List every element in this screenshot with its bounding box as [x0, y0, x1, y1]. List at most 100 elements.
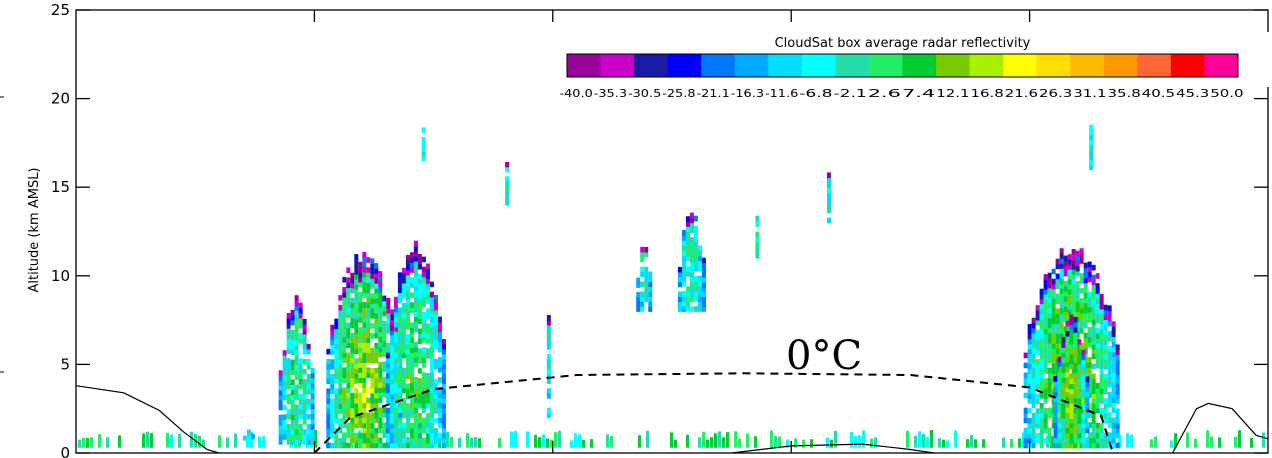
reflectivity-pixel	[1111, 361, 1116, 368]
reflectivity-pixel	[342, 286, 347, 293]
reflectivity-pixel	[697, 245, 702, 252]
reflectivity-pixel	[346, 292, 351, 299]
reflectivity-pixel	[330, 383, 335, 390]
reflectivity-pixel	[358, 291, 363, 298]
freezing-level-label: 0°C	[786, 333, 862, 379]
y-tick-label: 15	[51, 178, 70, 196]
reflectivity-pixel	[358, 261, 363, 268]
surface-echo	[82, 437, 85, 448]
reflectivity-pixel	[1061, 437, 1066, 444]
reflectivity-pixel	[405, 343, 410, 350]
reflectivity-pixel	[1039, 288, 1044, 295]
reflectivity-pixel	[685, 251, 690, 257]
colorbar-swatch	[634, 54, 669, 77]
reflectivity-pixel	[1059, 268, 1064, 274]
reflectivity-pixel	[390, 314, 395, 320]
reflectivity-pixel	[326, 403, 331, 409]
reflectivity-pixel	[1069, 398, 1074, 404]
surface-echo	[534, 434, 537, 448]
reflectivity-pixel	[1069, 437, 1074, 444]
reflectivity-pixel	[689, 227, 694, 233]
reflectivity-pixel	[1055, 343, 1060, 349]
reflectivity-pixel	[413, 270, 418, 277]
reflectivity-pixel	[1073, 422, 1078, 429]
reflectivity-pixel	[1055, 333, 1060, 339]
reflectivity-pixel	[330, 359, 335, 365]
reflectivity-pixel	[429, 291, 434, 298]
reflectivity-pixel	[1053, 411, 1058, 418]
reflectivity-pixel	[1031, 317, 1036, 324]
reflectivity-pixel	[1051, 358, 1056, 364]
reflectivity-pixel	[1047, 387, 1052, 394]
reflectivity-pixel	[334, 363, 339, 369]
reflectivity-pixel	[1083, 292, 1088, 299]
reflectivity-pixel	[1035, 305, 1040, 311]
reflectivity-pixel	[374, 283, 379, 289]
colorbar-label: -35.3	[594, 87, 627, 100]
reflectivity-pixel	[1103, 319, 1108, 325]
reflectivity-pixel	[334, 403, 339, 409]
reflectivity-pixel	[1103, 383, 1108, 390]
reflectivity-pixel	[417, 333, 422, 339]
reflectivity-pixel	[1073, 417, 1078, 424]
reflectivity-pixel	[405, 373, 410, 380]
reflectivity-pixel	[1051, 288, 1056, 295]
surface-echo	[314, 429, 317, 448]
reflectivity-pixel	[1047, 327, 1052, 334]
reflectivity-pixel	[1073, 347, 1078, 353]
reflectivity-pixel	[1027, 408, 1032, 414]
reflectivity-pixel	[354, 388, 359, 394]
reflectivity-pixel	[302, 439, 307, 445]
reflectivity-pixel	[401, 332, 406, 339]
reflectivity-pixel	[330, 432, 335, 439]
reflectivity-pixel	[1087, 331, 1092, 338]
reflectivity-pixel	[302, 323, 307, 330]
reflectivity-pixel	[677, 301, 682, 307]
reflectivity-pixel	[1031, 352, 1036, 359]
reflectivity-pixel	[1099, 368, 1104, 374]
reflectivity-pixel	[278, 385, 283, 391]
reflectivity-pixel	[640, 301, 645, 307]
reflectivity-pixel	[437, 432, 442, 439]
reflectivity-pixel	[302, 358, 307, 365]
colorbar-label: -16.3	[731, 87, 764, 100]
reflectivity-pixel	[421, 301, 426, 308]
surface-echo	[770, 430, 773, 448]
reflectivity-pixel	[286, 373, 291, 380]
reflectivity-pixel	[370, 273, 375, 279]
reflectivity-pixel	[382, 300, 387, 307]
reflectivity-pixel	[1039, 393, 1044, 399]
reflectivity-pixel	[1115, 423, 1120, 429]
reflectivity-pixel	[405, 368, 410, 375]
reflectivity-pixel	[1087, 377, 1092, 383]
surface-echo	[458, 438, 461, 448]
reflectivity-pixel	[1069, 403, 1074, 409]
reflectivity-pixel	[697, 285, 702, 292]
reflectivity-pixel	[401, 352, 406, 359]
reflectivity-pixel	[1079, 308, 1084, 314]
reflectivity-pixel	[330, 418, 335, 424]
reflectivity-pixel	[334, 398, 339, 404]
reflectivity-pixel	[1091, 343, 1096, 350]
reflectivity-pixel	[306, 403, 311, 410]
surface-echo	[862, 430, 865, 448]
reflectivity-pixel	[1087, 432, 1092, 439]
reflectivity-pixel	[437, 437, 442, 444]
reflectivity-pixel	[1039, 353, 1044, 359]
reflectivity-pixel	[425, 333, 430, 339]
reflectivity-pixel	[350, 422, 355, 429]
reflectivity-pixel	[362, 387, 367, 394]
reflectivity-pixel	[1087, 382, 1092, 388]
reflectivity-pixel	[302, 379, 307, 385]
reflectivity-pixel	[330, 364, 335, 370]
reflectivity-pixel	[382, 331, 387, 337]
reflectivity-pixel	[354, 288, 359, 295]
reflectivity-pixel	[386, 322, 391, 329]
reflectivity-pixel	[294, 439, 299, 445]
reflectivity-pixel	[389, 393, 394, 400]
reflectivity-pixel	[1027, 328, 1032, 335]
reflectivity-pixel	[546, 354, 551, 360]
reflectivity-pixel	[1023, 377, 1028, 384]
reflectivity-pixel	[437, 366, 442, 373]
reflectivity-pixel	[409, 342, 414, 349]
